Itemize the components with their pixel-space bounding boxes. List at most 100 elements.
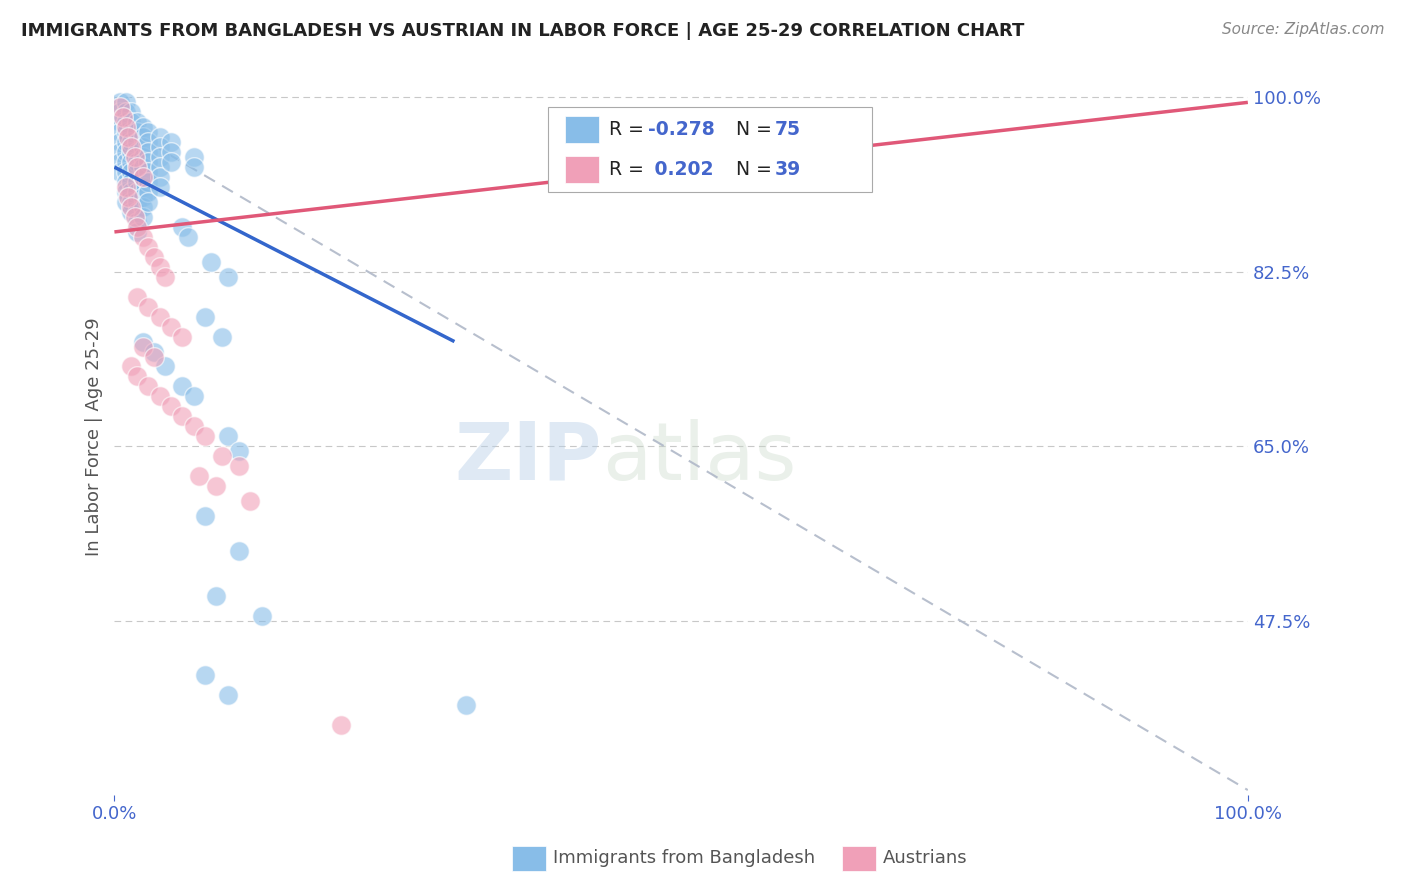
- Point: [108, 155, 131, 169]
- Point: [120, 359, 142, 374]
- Point: [250, 608, 273, 623]
- Point: [125, 115, 148, 129]
- Point: [114, 175, 136, 189]
- Point: [172, 219, 194, 234]
- Point: [108, 100, 131, 114]
- Point: [138, 165, 160, 179]
- Point: [120, 135, 142, 149]
- Point: [120, 115, 142, 129]
- Point: [149, 310, 172, 324]
- Point: [125, 160, 148, 174]
- Point: [117, 130, 139, 145]
- Point: [114, 180, 136, 194]
- Point: [143, 250, 166, 264]
- Point: [160, 135, 183, 149]
- Text: 39: 39: [775, 160, 801, 178]
- Point: [149, 160, 172, 174]
- Point: [194, 429, 217, 443]
- Text: Austrians: Austrians: [883, 849, 967, 867]
- Point: [177, 230, 200, 244]
- Point: [112, 111, 135, 125]
- Point: [108, 165, 131, 179]
- Point: [160, 319, 183, 334]
- Point: [143, 350, 166, 364]
- Point: [120, 200, 142, 214]
- Point: [132, 160, 155, 174]
- Point: [183, 160, 205, 174]
- Point: [125, 165, 148, 179]
- Text: ZIP: ZIP: [454, 418, 602, 497]
- Point: [217, 269, 239, 284]
- Point: [125, 219, 148, 234]
- Point: [132, 230, 155, 244]
- Point: [138, 135, 160, 149]
- Y-axis label: In Labor Force | Age 25-29: In Labor Force | Age 25-29: [86, 317, 103, 556]
- Point: [155, 359, 177, 374]
- Text: Immigrants from Bangladesh: Immigrants from Bangladesh: [553, 849, 814, 867]
- Point: [120, 205, 142, 219]
- Point: [120, 165, 142, 179]
- Point: [132, 210, 155, 224]
- Point: [239, 494, 262, 508]
- Point: [132, 170, 155, 185]
- Point: [205, 589, 228, 603]
- Point: [125, 290, 148, 304]
- Text: -0.278: -0.278: [648, 120, 714, 139]
- Text: Source: ZipAtlas.com: Source: ZipAtlas.com: [1222, 22, 1385, 37]
- Point: [114, 95, 136, 110]
- Point: [108, 135, 131, 149]
- Point: [149, 180, 172, 194]
- Point: [120, 185, 142, 199]
- Point: [194, 508, 217, 523]
- Point: [138, 300, 160, 314]
- Point: [330, 718, 353, 732]
- Point: [172, 409, 194, 424]
- Point: [108, 105, 131, 120]
- Point: [120, 125, 142, 139]
- Point: [132, 150, 155, 164]
- Point: [114, 120, 136, 135]
- Point: [138, 185, 160, 199]
- Point: [125, 145, 148, 160]
- Point: [211, 449, 233, 463]
- Point: [228, 544, 250, 558]
- Point: [125, 185, 148, 199]
- Point: [138, 155, 160, 169]
- Point: [138, 145, 160, 160]
- Point: [124, 150, 146, 164]
- Point: [149, 260, 172, 274]
- Text: N =: N =: [724, 160, 778, 178]
- Point: [132, 334, 155, 349]
- Point: [120, 175, 142, 189]
- Point: [194, 668, 217, 682]
- Point: [120, 155, 142, 169]
- Point: [183, 389, 205, 403]
- Point: [108, 125, 131, 139]
- Point: [114, 155, 136, 169]
- Text: N =: N =: [724, 120, 778, 139]
- Point: [114, 135, 136, 149]
- Point: [125, 135, 148, 149]
- Point: [132, 130, 155, 145]
- Point: [149, 140, 172, 154]
- Point: [120, 140, 142, 154]
- Point: [108, 115, 131, 129]
- Point: [125, 155, 148, 169]
- Point: [125, 215, 148, 229]
- Point: [125, 194, 148, 209]
- Point: [138, 240, 160, 254]
- Point: [194, 310, 217, 324]
- Point: [160, 145, 183, 160]
- Point: [172, 329, 194, 343]
- Point: [205, 479, 228, 493]
- Point: [149, 389, 172, 403]
- Point: [114, 105, 136, 120]
- Point: [138, 379, 160, 393]
- Point: [172, 379, 194, 393]
- Point: [132, 190, 155, 204]
- Point: [454, 698, 477, 713]
- Point: [125, 225, 148, 239]
- Point: [108, 145, 131, 160]
- Point: [114, 145, 136, 160]
- Point: [132, 140, 155, 154]
